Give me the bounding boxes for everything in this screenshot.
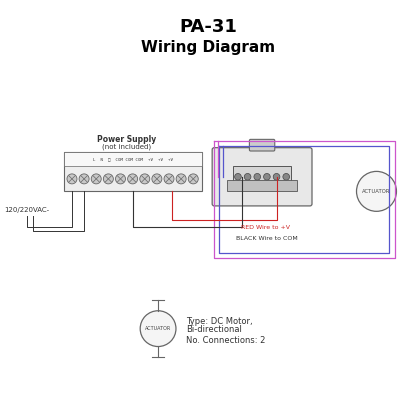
Circle shape xyxy=(116,174,126,184)
Bar xyxy=(64,152,202,191)
Text: (not included): (not included) xyxy=(102,144,151,150)
Text: Wiring Diagram: Wiring Diagram xyxy=(141,40,275,55)
Circle shape xyxy=(79,174,89,184)
Text: PA-31: PA-31 xyxy=(179,18,237,36)
Circle shape xyxy=(357,171,396,211)
Circle shape xyxy=(91,174,101,184)
Circle shape xyxy=(244,173,251,180)
Circle shape xyxy=(176,174,186,184)
Circle shape xyxy=(164,174,174,184)
Bar xyxy=(64,152,202,166)
Circle shape xyxy=(235,173,241,180)
Text: RED Wire to +V: RED Wire to +V xyxy=(241,225,290,230)
Circle shape xyxy=(273,173,280,180)
Circle shape xyxy=(254,173,260,180)
Text: ACTUATOR: ACTUATOR xyxy=(362,189,391,194)
Circle shape xyxy=(283,173,290,180)
Circle shape xyxy=(67,174,77,184)
Bar xyxy=(227,180,297,191)
Circle shape xyxy=(152,174,162,184)
Text: L  N  ⏨  COM COM COM  +V  +V  +V: L N ⏨ COM COM COM +V +V +V xyxy=(93,157,173,161)
Text: ACTUATOR: ACTUATOR xyxy=(145,326,171,331)
Text: Bi-directional: Bi-directional xyxy=(186,325,242,334)
Circle shape xyxy=(264,173,270,180)
Text: BLACK Wire to COM: BLACK Wire to COM xyxy=(236,236,298,241)
Text: No. Connections: 2: No. Connections: 2 xyxy=(186,336,266,345)
Bar xyxy=(233,166,291,187)
FancyBboxPatch shape xyxy=(250,139,275,151)
Text: Type: DC Motor,: Type: DC Motor, xyxy=(186,317,253,327)
Text: 120/220VAC-: 120/220VAC- xyxy=(4,207,49,213)
Text: Power Supply: Power Supply xyxy=(97,135,156,144)
Circle shape xyxy=(140,311,176,347)
Circle shape xyxy=(103,174,113,184)
Circle shape xyxy=(140,174,150,184)
Circle shape xyxy=(188,174,198,184)
Circle shape xyxy=(128,174,138,184)
FancyBboxPatch shape xyxy=(212,148,312,206)
